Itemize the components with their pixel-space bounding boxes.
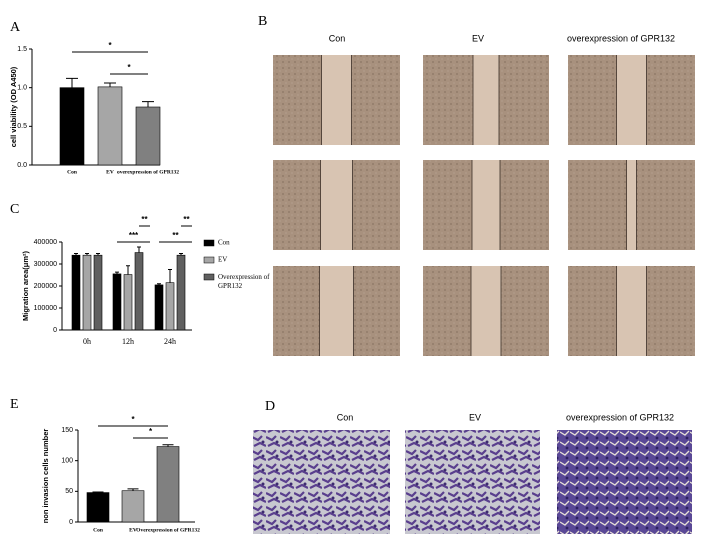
wound-gap (616, 266, 647, 356)
bar (112, 273, 122, 331)
y-axis-label: Migration area(μm²) (21, 250, 30, 321)
x-tick-label: 0h (83, 337, 91, 346)
wound-gap (626, 160, 637, 250)
bar (82, 254, 92, 331)
y-tick-label: 300000 (34, 261, 57, 268)
error-bar (92, 491, 104, 493)
legend-swatch (203, 239, 215, 247)
error-bar (157, 283, 161, 285)
bar (86, 492, 110, 523)
y-axis-label: cell viability (OD A450) (9, 66, 18, 147)
error-bar (85, 252, 89, 256)
legend-swatch (203, 256, 215, 264)
column-title: overexpression of GPR132 (567, 33, 675, 43)
y-tick-label: 200000 (34, 283, 57, 290)
bar (97, 86, 123, 166)
bar (176, 254, 186, 331)
significance-label: ** (172, 231, 179, 240)
significance-label: * (131, 415, 135, 424)
column-title: Con (329, 33, 346, 43)
legend-swatch (203, 273, 215, 281)
y-tick-label: 100000 (34, 305, 57, 312)
significance-label: ** (141, 215, 148, 224)
significance-label: ** (183, 215, 190, 224)
error-bar (104, 82, 116, 87)
bar (123, 274, 133, 331)
y-tick-label: 0 (53, 327, 57, 334)
y-tick-label: 0.0 (17, 162, 27, 169)
y-tick-label: 0.5 (17, 123, 27, 130)
wound-gap (473, 55, 499, 145)
panel-letter: E (10, 397, 19, 412)
x-tick-label: EV (129, 527, 137, 533)
wound-gap (616, 55, 647, 145)
bar (135, 106, 161, 166)
panel-letter: D (265, 399, 275, 414)
bar (121, 490, 145, 523)
significance-label: * (149, 427, 153, 436)
bar (156, 446, 180, 523)
error-bar (168, 269, 172, 283)
legend-label: Overexpression of GPR132 (218, 273, 270, 290)
bar (71, 254, 81, 331)
significance-label: *** (129, 231, 139, 240)
error-bar (137, 246, 141, 253)
wound-gap (321, 55, 352, 145)
x-tick-label: Con (93, 527, 103, 533)
significance-label: * (127, 63, 131, 72)
x-tick-label: Overexpression of GPR132 (136, 527, 200, 533)
panel-letter: B (258, 14, 267, 29)
error-bar (66, 77, 78, 88)
column-title: overexpression of GPR132 (566, 412, 674, 422)
error-bar (142, 101, 154, 107)
error-bar (126, 265, 130, 275)
column-title: Con (337, 412, 354, 422)
column-title: EV (472, 33, 484, 43)
wound-gap (472, 160, 500, 250)
y-tick-label: 50 (65, 488, 73, 495)
column-title: EV (469, 412, 481, 422)
error-bar (127, 488, 139, 491)
error-bar (74, 252, 78, 256)
y-tick-label: 100 (61, 458, 73, 465)
micrograph (253, 430, 390, 534)
error-bar (115, 271, 119, 274)
y-tick-label: 150 (61, 427, 73, 434)
y-tick-label: 400000 (34, 239, 57, 246)
bar (59, 87, 85, 166)
x-tick-label: overexpression of GPR132 (117, 169, 179, 175)
y-tick-label: 0 (69, 519, 73, 526)
y-tick-label: 1.5 (17, 46, 27, 53)
panel-letter: C (10, 202, 19, 217)
significance-label: * (108, 41, 112, 50)
bar (165, 282, 175, 331)
x-tick-label: 24h (164, 337, 176, 346)
bar (154, 284, 164, 331)
x-tick-label: EV (106, 169, 114, 175)
wound-gap (320, 160, 353, 250)
micrograph (557, 430, 692, 534)
x-tick-label: 12h (122, 337, 134, 346)
error-bar (162, 444, 174, 447)
y-tick-label: 1.0 (17, 85, 27, 92)
micrograph (405, 430, 540, 534)
wound-gap (471, 266, 501, 356)
bar (93, 254, 103, 331)
error-bar (179, 252, 183, 256)
legend-label: Con (218, 239, 230, 247)
error-bar (96, 252, 100, 256)
panel-letter: A (10, 20, 21, 35)
y-axis-label: non invasion cells number (41, 429, 50, 524)
wound-gap (319, 266, 354, 356)
x-tick-label: Con (67, 169, 77, 175)
bar (134, 252, 144, 331)
legend-label: EV (218, 256, 227, 264)
